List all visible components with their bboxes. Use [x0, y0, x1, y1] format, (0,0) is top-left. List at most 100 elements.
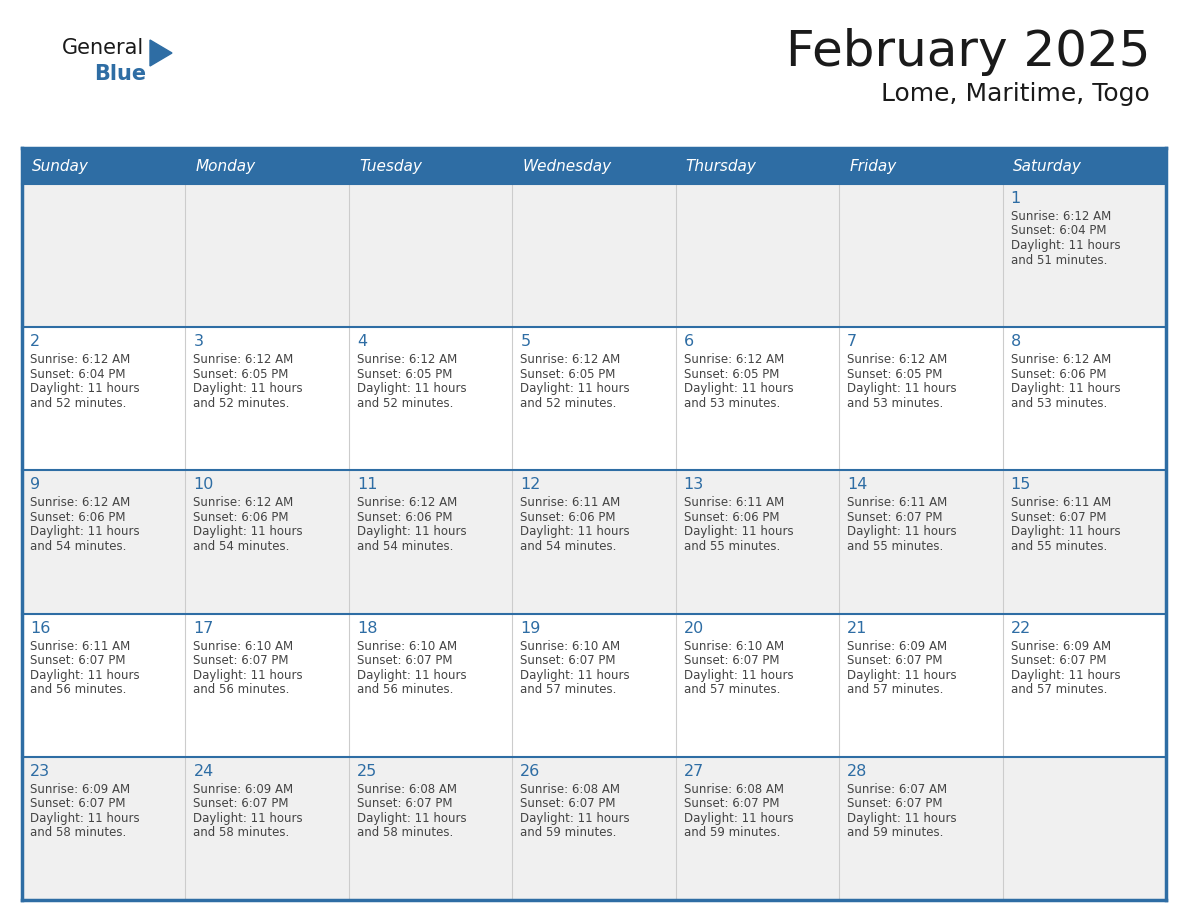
Bar	[23, 184, 1165, 327]
Text: and 59 minutes.: and 59 minutes.	[520, 826, 617, 839]
Text: Sunset: 6:07 PM: Sunset: 6:07 PM	[30, 798, 126, 811]
Text: Daylight: 11 hours: Daylight: 11 hours	[684, 525, 794, 538]
Text: Daylight: 11 hours: Daylight: 11 hours	[1011, 382, 1120, 396]
Text: Sunset: 6:05 PM: Sunset: 6:05 PM	[847, 368, 942, 381]
Text: and 56 minutes.: and 56 minutes.	[30, 683, 126, 696]
Text: Saturday: Saturday	[1012, 159, 1081, 174]
Text: Daylight: 11 hours: Daylight: 11 hours	[684, 812, 794, 824]
Text: Daylight: 11 hours: Daylight: 11 hours	[684, 382, 794, 396]
Text: Sunrise: 6:11 AM: Sunrise: 6:11 AM	[684, 497, 784, 509]
Text: 12: 12	[520, 477, 541, 492]
Text: 22: 22	[1011, 621, 1031, 635]
Text: Daylight: 11 hours: Daylight: 11 hours	[847, 382, 956, 396]
Text: and 52 minutes.: and 52 minutes.	[520, 397, 617, 409]
Text: 2: 2	[30, 334, 40, 349]
Text: 16: 16	[30, 621, 50, 635]
Text: Sunrise: 6:08 AM: Sunrise: 6:08 AM	[684, 783, 784, 796]
Text: Sunrise: 6:09 AM: Sunrise: 6:09 AM	[1011, 640, 1111, 653]
Text: Sunset: 6:07 PM: Sunset: 6:07 PM	[356, 655, 453, 667]
Text: and 57 minutes.: and 57 minutes.	[520, 683, 617, 696]
Text: Sunrise: 6:12 AM: Sunrise: 6:12 AM	[356, 497, 457, 509]
Text: and 53 minutes.: and 53 minutes.	[684, 397, 781, 409]
Text: Sunrise: 6:11 AM: Sunrise: 6:11 AM	[30, 640, 131, 653]
Text: Daylight: 11 hours: Daylight: 11 hours	[520, 382, 630, 396]
Text: and 51 minutes.: and 51 minutes.	[1011, 253, 1107, 266]
Text: Sunset: 6:06 PM: Sunset: 6:06 PM	[356, 511, 453, 524]
Text: 17: 17	[194, 621, 214, 635]
Text: 6: 6	[684, 334, 694, 349]
Text: and 58 minutes.: and 58 minutes.	[194, 826, 290, 839]
Text: Sunrise: 6:12 AM: Sunrise: 6:12 AM	[847, 353, 947, 366]
Text: 5: 5	[520, 334, 530, 349]
Text: Sunrise: 6:12 AM: Sunrise: 6:12 AM	[30, 353, 131, 366]
Text: Daylight: 11 hours: Daylight: 11 hours	[194, 812, 303, 824]
Text: Sunset: 6:07 PM: Sunset: 6:07 PM	[194, 655, 289, 667]
Text: Daylight: 11 hours: Daylight: 11 hours	[1011, 525, 1120, 538]
Text: and 52 minutes.: and 52 minutes.	[356, 397, 454, 409]
Text: and 59 minutes.: and 59 minutes.	[847, 826, 943, 839]
Text: Daylight: 11 hours: Daylight: 11 hours	[1011, 239, 1120, 252]
Text: and 58 minutes.: and 58 minutes.	[30, 826, 126, 839]
Text: Sunrise: 6:12 AM: Sunrise: 6:12 AM	[194, 497, 293, 509]
Text: Wednesday: Wednesday	[523, 159, 612, 174]
Text: Daylight: 11 hours: Daylight: 11 hours	[847, 812, 956, 824]
Text: Sunset: 6:05 PM: Sunset: 6:05 PM	[356, 368, 453, 381]
Text: Sunrise: 6:08 AM: Sunrise: 6:08 AM	[356, 783, 457, 796]
Text: 23: 23	[30, 764, 50, 778]
Bar	[23, 148, 1165, 184]
Text: and 52 minutes.: and 52 minutes.	[30, 397, 126, 409]
Text: General: General	[62, 38, 144, 58]
Text: and 53 minutes.: and 53 minutes.	[1011, 397, 1107, 409]
Text: and 52 minutes.: and 52 minutes.	[194, 397, 290, 409]
Text: 18: 18	[356, 621, 378, 635]
Text: Sunset: 6:07 PM: Sunset: 6:07 PM	[684, 655, 779, 667]
Text: Sunrise: 6:07 AM: Sunrise: 6:07 AM	[847, 783, 947, 796]
Text: Sunset: 6:05 PM: Sunset: 6:05 PM	[520, 368, 615, 381]
Text: and 57 minutes.: and 57 minutes.	[684, 683, 781, 696]
Text: Sunset: 6:06 PM: Sunset: 6:06 PM	[30, 511, 126, 524]
Text: Sunset: 6:07 PM: Sunset: 6:07 PM	[194, 798, 289, 811]
Text: Daylight: 11 hours: Daylight: 11 hours	[520, 668, 630, 681]
Text: and 58 minutes.: and 58 minutes.	[356, 826, 453, 839]
Text: February 2025: February 2025	[785, 28, 1150, 76]
Text: 27: 27	[684, 764, 704, 778]
Text: 1: 1	[1011, 191, 1020, 206]
Text: 24: 24	[194, 764, 214, 778]
Text: 10: 10	[194, 477, 214, 492]
Text: Daylight: 11 hours: Daylight: 11 hours	[30, 668, 140, 681]
Text: and 54 minutes.: and 54 minutes.	[194, 540, 290, 553]
Bar	[23, 327, 1165, 470]
Text: 21: 21	[847, 621, 867, 635]
Text: Daylight: 11 hours: Daylight: 11 hours	[30, 812, 140, 824]
Text: Sunset: 6:04 PM: Sunset: 6:04 PM	[30, 368, 126, 381]
Text: Sunset: 6:04 PM: Sunset: 6:04 PM	[1011, 225, 1106, 238]
Text: 13: 13	[684, 477, 704, 492]
Text: Sunrise: 6:09 AM: Sunrise: 6:09 AM	[194, 783, 293, 796]
Text: 14: 14	[847, 477, 867, 492]
Text: Sunday: Sunday	[32, 159, 89, 174]
Bar	[23, 613, 1165, 756]
Text: and 55 minutes.: and 55 minutes.	[1011, 540, 1107, 553]
Text: Sunrise: 6:09 AM: Sunrise: 6:09 AM	[30, 783, 131, 796]
Text: Daylight: 11 hours: Daylight: 11 hours	[684, 668, 794, 681]
Text: 28: 28	[847, 764, 867, 778]
Text: Sunrise: 6:12 AM: Sunrise: 6:12 AM	[520, 353, 620, 366]
Bar	[23, 756, 1165, 900]
Text: and 55 minutes.: and 55 minutes.	[847, 540, 943, 553]
Text: Sunset: 6:07 PM: Sunset: 6:07 PM	[30, 655, 126, 667]
Text: Sunrise: 6:10 AM: Sunrise: 6:10 AM	[356, 640, 457, 653]
Text: Daylight: 11 hours: Daylight: 11 hours	[30, 525, 140, 538]
Text: Lome, Maritime, Togo: Lome, Maritime, Togo	[881, 82, 1150, 106]
Text: and 53 minutes.: and 53 minutes.	[847, 397, 943, 409]
Text: Thursday: Thursday	[685, 159, 757, 174]
Text: and 56 minutes.: and 56 minutes.	[356, 683, 454, 696]
Text: Tuesday: Tuesday	[359, 159, 422, 174]
Text: and 55 minutes.: and 55 minutes.	[684, 540, 781, 553]
Text: Sunset: 6:07 PM: Sunset: 6:07 PM	[684, 798, 779, 811]
Text: 20: 20	[684, 621, 704, 635]
Bar	[23, 470, 1165, 613]
Text: Sunset: 6:07 PM: Sunset: 6:07 PM	[1011, 511, 1106, 524]
Text: and 57 minutes.: and 57 minutes.	[847, 683, 943, 696]
Text: Sunrise: 6:10 AM: Sunrise: 6:10 AM	[520, 640, 620, 653]
Text: 19: 19	[520, 621, 541, 635]
